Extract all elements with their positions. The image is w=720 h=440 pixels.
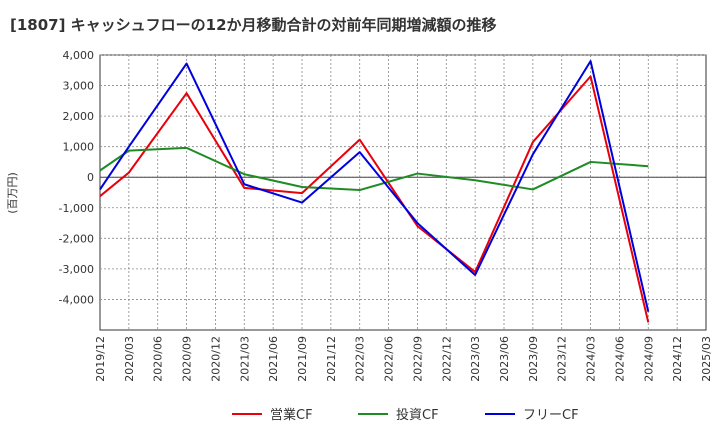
x-tick-label: 2022/03 — [354, 336, 367, 382]
chart-title: [1807] キャッシュフローの12か月移動合計の対前年同期増減額の推移 — [10, 16, 497, 34]
x-tick-label: 2024/06 — [613, 336, 626, 382]
x-tick-label: 2021/12 — [325, 336, 338, 382]
y-tick-label: 4,000 — [63, 49, 95, 62]
x-tick-label: 2022/06 — [383, 336, 396, 382]
y-tick-label: -4,000 — [59, 293, 94, 306]
grid — [100, 54, 706, 330]
x-tick-label: 2020/09 — [181, 336, 194, 382]
x-tick-label: 2024/12 — [671, 336, 684, 382]
y-tick-label: 1,000 — [63, 141, 95, 154]
series-lines — [99, 60, 650, 323]
legend-label: フリーCF — [523, 408, 579, 423]
y-tick-label: 3,000 — [63, 80, 95, 93]
x-axis-ticks: 2019/12 2020/03 2020/06 2020/09 2020/12 2021/… — [94, 336, 713, 382]
y-tick-label: 0 — [87, 171, 94, 184]
y-tick-label: -2,000 — [59, 232, 94, 245]
y-tick-label: 2,000 — [63, 110, 95, 123]
x-tick-label: 2024/03 — [585, 336, 598, 382]
x-tick-label: 2022/12 — [440, 336, 453, 382]
x-tick-label: 2023/03 — [469, 336, 482, 382]
x-tick-label: 2023/09 — [527, 336, 540, 382]
x-tick-label: 2021/06 — [267, 336, 280, 382]
x-tick-label: 2023/06 — [498, 336, 511, 382]
plot-area — [99, 54, 707, 331]
x-tick-label: 2025/03 — [700, 336, 713, 382]
x-tick-label: 2020/12 — [209, 336, 222, 382]
y-axis-label: (百万円) — [6, 172, 19, 214]
x-tick-label: 2022/09 — [411, 336, 424, 382]
legend-label: 投資CF — [396, 407, 439, 423]
series-line-2 — [99, 146, 649, 192]
x-tick-label: 2021/09 — [296, 336, 309, 382]
y-axis-ticks: 4,000 3,000 2,000 1,000 0 -1,000 -2,000 -3,000 -… — [59, 49, 94, 306]
series-line-3 — [99, 60, 650, 312]
x-tick-label: 2020/03 — [123, 336, 136, 382]
series-line-1 — [99, 75, 650, 323]
x-tick-label: 2019/12 — [94, 336, 107, 382]
x-tick-label: 2023/12 — [556, 336, 569, 382]
x-tick-label: 2024/09 — [642, 336, 655, 382]
y-tick-label: -3,000 — [59, 263, 94, 276]
legend: 営業CF 投資CF フリーCF — [232, 407, 579, 423]
x-tick-label: 2021/03 — [238, 336, 251, 382]
legend-label: 営業CF — [270, 407, 313, 423]
x-tick-label: 2020/06 — [152, 336, 165, 382]
y-tick-label: -1,000 — [59, 202, 94, 215]
